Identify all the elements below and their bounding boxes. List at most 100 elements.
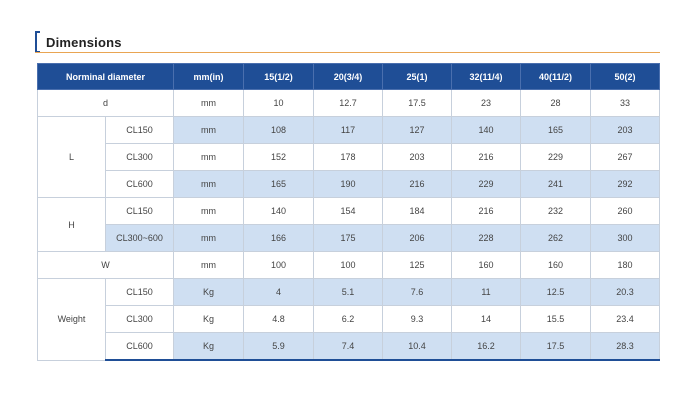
value-cell: 15.5	[520, 305, 591, 333]
unit-cell: mm	[173, 116, 244, 144]
value-cell: 12.7	[313, 89, 383, 117]
value-cell: 23.4	[590, 305, 660, 333]
group-label: L	[37, 116, 106, 198]
title-underline	[35, 52, 660, 53]
value-cell: 203	[590, 116, 660, 144]
value-cell: 11	[451, 278, 521, 306]
value-cell: 216	[451, 143, 521, 171]
value-cell: 216	[451, 197, 521, 225]
header-size: 40(11/2)	[520, 63, 591, 90]
class-label: CL150	[105, 278, 174, 306]
dimensions-table: Norminal diameter mm(in) 15(1/2) 20(3/4)…	[37, 63, 660, 361]
value-cell: 7.4	[313, 332, 383, 361]
value-cell: 292	[590, 170, 660, 198]
table-row: W mm 100 100 125 160 160 180	[37, 251, 660, 279]
value-cell: 216	[382, 170, 452, 198]
table-row: Weight CL150 Kg 4 5.1 7.6 11 12.5 20.3	[37, 278, 660, 361]
value-cell: 160	[451, 251, 521, 279]
value-cell: 117	[313, 116, 383, 144]
row-label: d	[37, 89, 174, 117]
section-title: Dimensions	[46, 34, 122, 50]
value-cell: 17.5	[520, 332, 591, 361]
header-size: 15(1/2)	[243, 63, 314, 90]
unit-cell: mm	[173, 197, 244, 225]
table-row: CL300 mm 152 178 203 216 229 267	[38, 143, 660, 171]
value-cell: 260	[590, 197, 660, 225]
value-cell: 180	[590, 251, 660, 279]
section-heading: Dimensions	[35, 31, 122, 53]
table-row: CL300 Kg 4.8 6.2 9.3 14 15.5 23.4	[38, 305, 660, 333]
value-cell: 229	[520, 143, 591, 171]
unit-cell: mm	[173, 143, 244, 171]
value-cell: 140	[451, 116, 521, 144]
value-cell: 100	[243, 251, 314, 279]
value-cell: 16.2	[451, 332, 521, 361]
value-cell: 165	[243, 170, 314, 198]
value-cell: 127	[382, 116, 452, 144]
value-cell: 4.8	[243, 305, 314, 333]
unit-cell: mm	[173, 251, 244, 279]
value-cell: 203	[382, 143, 452, 171]
bracket-icon	[35, 31, 40, 53]
value-cell: 7.6	[382, 278, 452, 306]
unit-cell: mm	[173, 89, 244, 117]
header-size: 20(3/4)	[313, 63, 383, 90]
header-nominal-diameter: Norminal diameter	[37, 63, 174, 90]
value-cell: 140	[243, 197, 314, 225]
unit-cell: mm	[173, 170, 244, 198]
value-cell: 184	[382, 197, 452, 225]
value-cell: 241	[520, 170, 591, 198]
table-row: CL600 mm 165 190 216 229 241 292	[38, 170, 660, 198]
header-size: 50(2)	[590, 63, 660, 90]
table-row: CL300~600 mm 166 175 206 228 262 300	[38, 224, 660, 252]
row-label: W	[37, 251, 174, 279]
unit-cell: Kg	[173, 332, 244, 361]
header-unit: mm(in)	[173, 63, 244, 90]
unit-cell: Kg	[173, 278, 244, 306]
value-cell: 108	[243, 116, 314, 144]
unit-cell: mm	[173, 224, 244, 252]
value-cell: 23	[451, 89, 521, 117]
value-cell: 165	[520, 116, 591, 144]
value-cell: 17.5	[382, 89, 452, 117]
class-label: CL300~600	[105, 224, 174, 252]
value-cell: 5.9	[243, 332, 314, 361]
value-cell: 190	[313, 170, 383, 198]
value-cell: 300	[590, 224, 660, 252]
value-cell: 5.1	[313, 278, 383, 306]
value-cell: 33	[590, 89, 660, 117]
value-cell: 152	[243, 143, 314, 171]
value-cell: 20.3	[590, 278, 660, 306]
value-cell: 28	[520, 89, 591, 117]
class-label: CL600	[105, 332, 174, 361]
value-cell: 14	[451, 305, 521, 333]
unit-cell: Kg	[173, 305, 244, 333]
header-row: Norminal diameter mm(in) 15(1/2) 20(3/4)…	[37, 63, 660, 90]
header-size: 25(1)	[382, 63, 452, 90]
table-row: H CL150 mm 140 154 184 216 232 260	[37, 197, 660, 252]
value-cell: 12.5	[520, 278, 591, 306]
value-cell: 125	[382, 251, 452, 279]
class-label: CL300	[105, 305, 174, 333]
value-cell: 160	[520, 251, 591, 279]
value-cell: 175	[313, 224, 383, 252]
value-cell: 178	[313, 143, 383, 171]
table-row: L CL150 mm 108 117 127 140 165 203	[37, 116, 660, 198]
group-label: H	[37, 197, 106, 252]
table-row: d mm 10 12.7 17.5 23 28 33	[37, 89, 660, 117]
value-cell: 4	[243, 278, 314, 306]
value-cell: 10	[243, 89, 314, 117]
value-cell: 262	[520, 224, 591, 252]
value-cell: 154	[313, 197, 383, 225]
header-size: 32(11/4)	[451, 63, 521, 90]
value-cell: 10.4	[382, 332, 452, 361]
value-cell: 228	[451, 224, 521, 252]
value-cell: 9.3	[382, 305, 452, 333]
value-cell: 166	[243, 224, 314, 252]
value-cell: 232	[520, 197, 591, 225]
class-label: CL150	[105, 197, 174, 225]
class-label: CL300	[105, 143, 174, 171]
value-cell: 6.2	[313, 305, 383, 333]
value-cell: 229	[451, 170, 521, 198]
class-label: CL150	[105, 116, 174, 144]
